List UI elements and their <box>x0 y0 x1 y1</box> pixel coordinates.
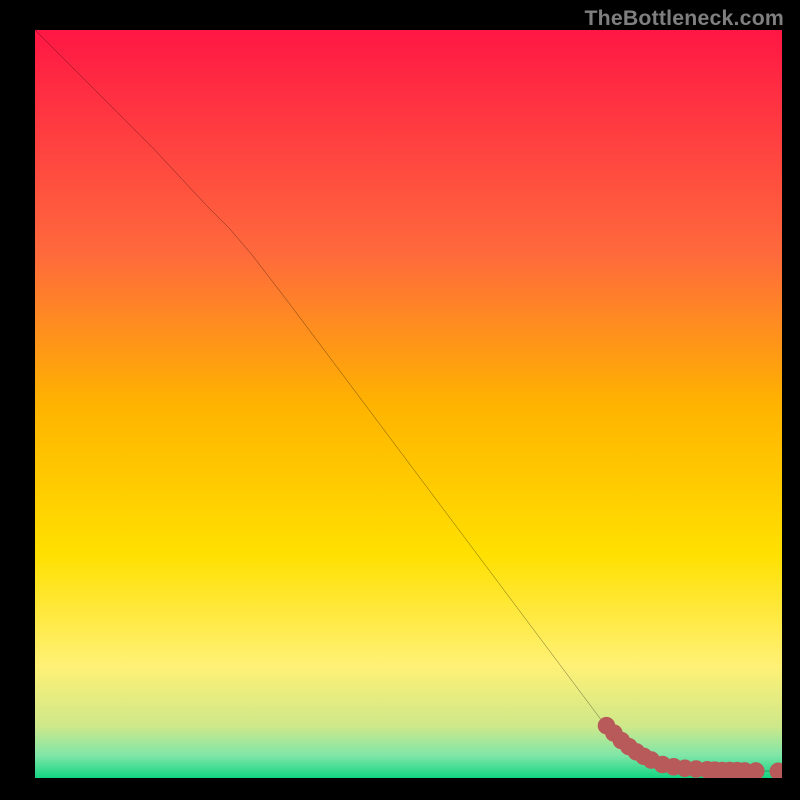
scatter-series <box>601 721 782 777</box>
bottleneck-curve <box>35 30 782 771</box>
chart-svg <box>35 30 782 778</box>
attribution-text: TheBottleneck.com <box>584 6 784 31</box>
chart-frame: TheBottleneck.com <box>0 0 800 800</box>
scatter-point <box>751 766 761 776</box>
plot-area <box>35 30 782 778</box>
scatter-point <box>773 766 782 776</box>
